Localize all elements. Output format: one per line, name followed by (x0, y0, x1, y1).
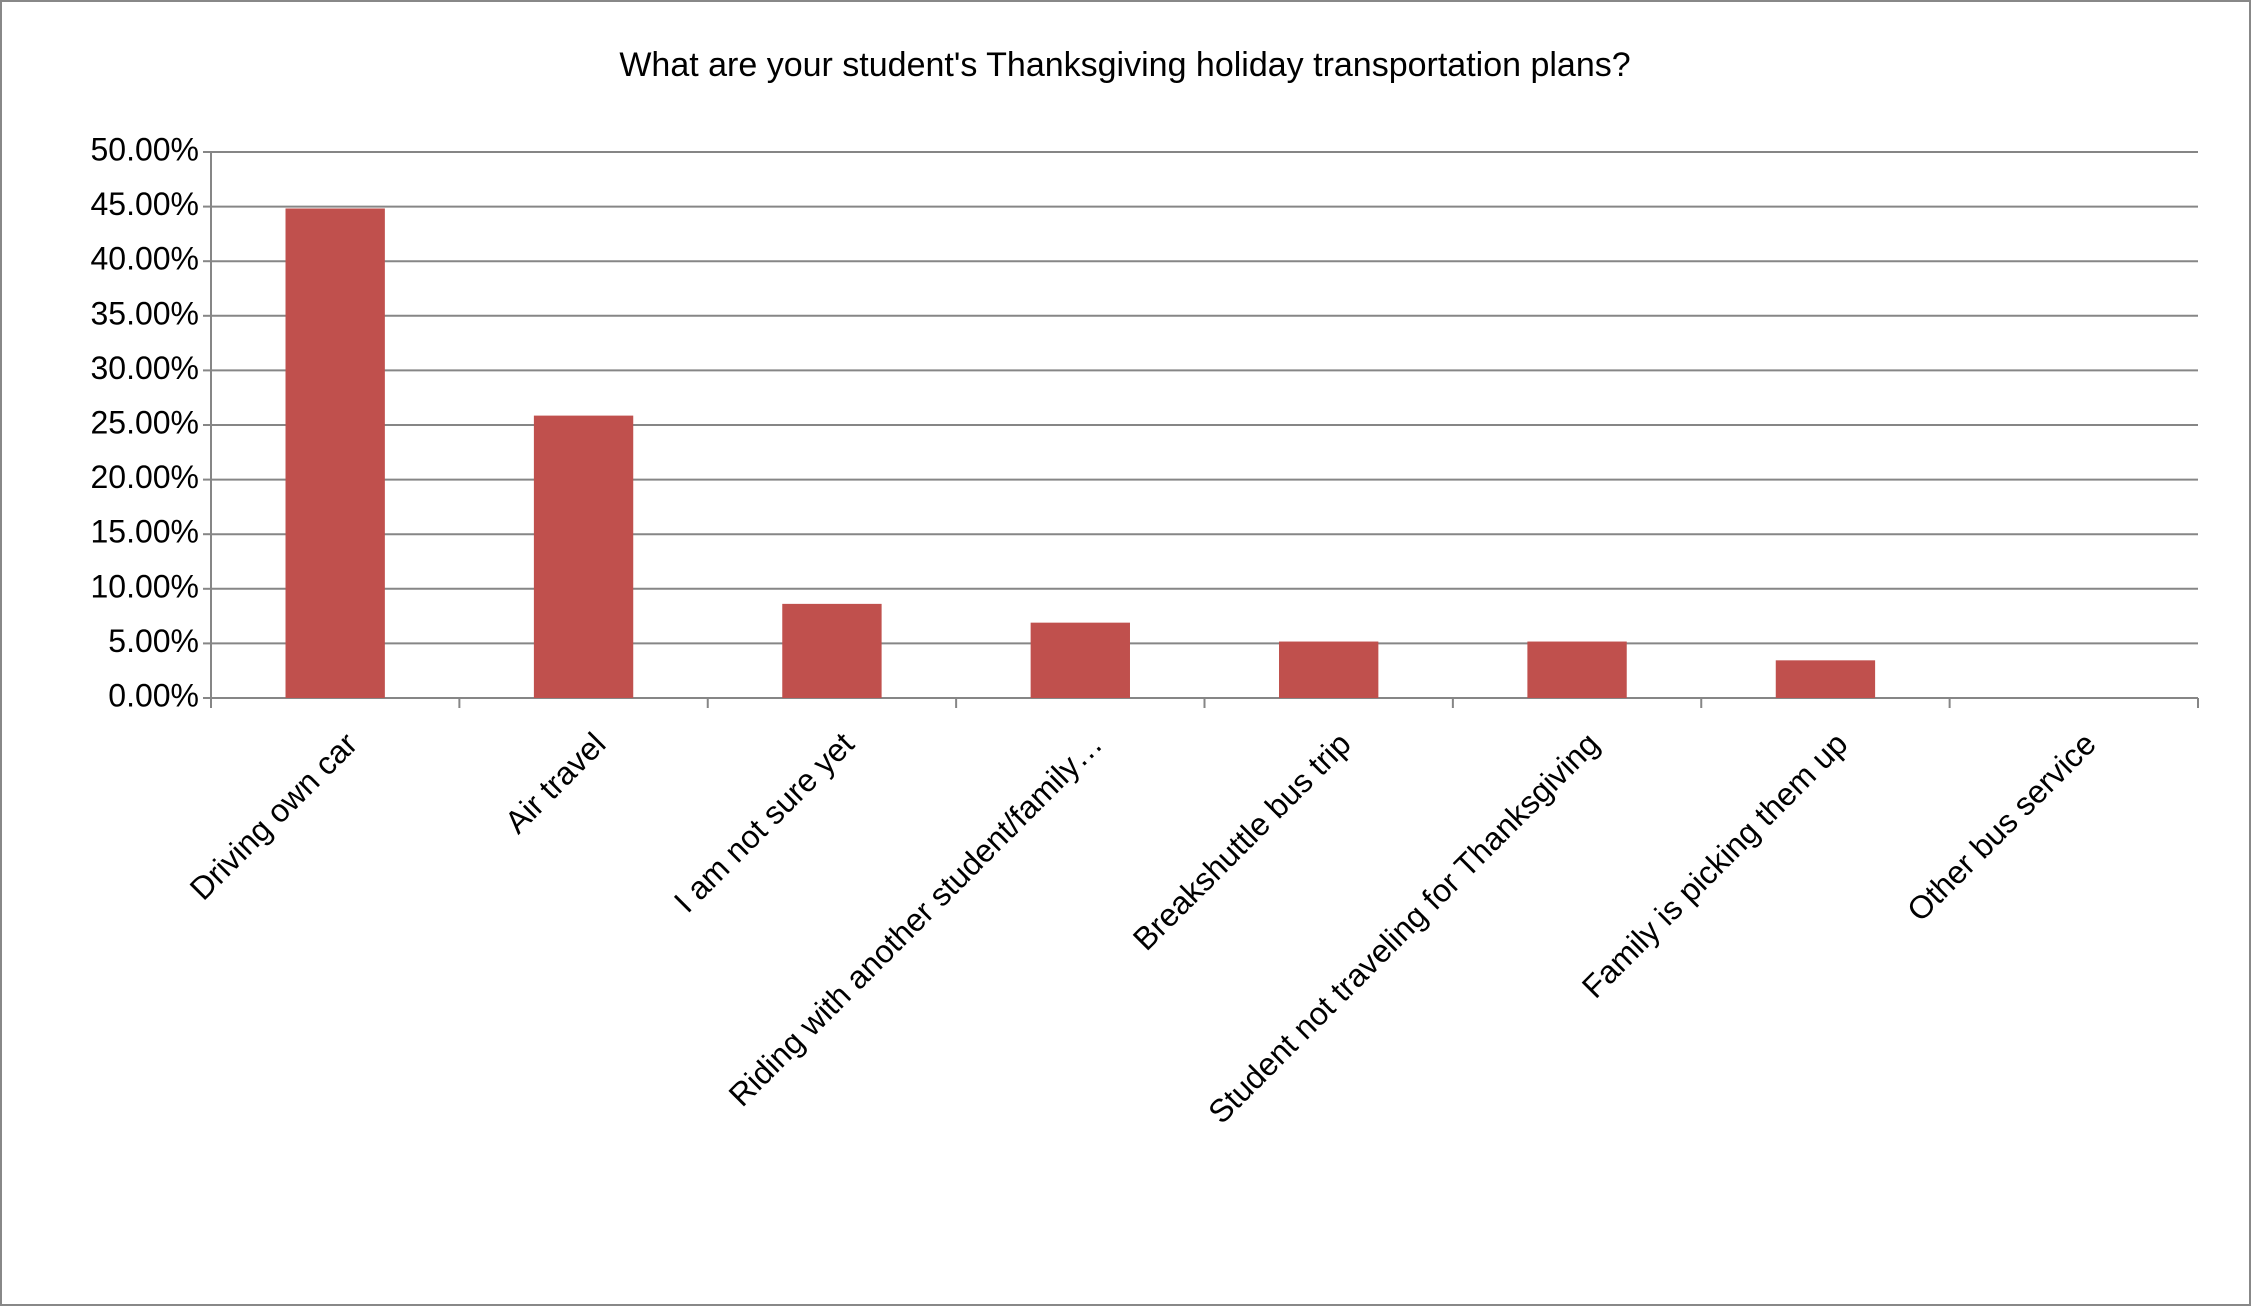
bar (1279, 641, 1379, 698)
bar (1527, 641, 1627, 698)
chart-title: What are your student's Thanksgiving hol… (619, 46, 1630, 84)
bar (1775, 660, 1876, 698)
bar (533, 415, 634, 698)
y-tick-label: 0.00% (108, 677, 199, 713)
y-tick-label: 20.00% (90, 459, 199, 495)
y-tick-label: 40.00% (90, 241, 199, 277)
y-tick-label: 15.00% (90, 514, 199, 550)
bar (285, 208, 385, 698)
y-tick-label: 35.00% (90, 295, 199, 331)
y-tick-label: 45.00% (90, 186, 199, 222)
y-tick-label: 5.00% (108, 623, 199, 659)
bar (782, 603, 882, 698)
y-tick-label: 30.00% (90, 350, 199, 386)
y-tick-label: 50.00% (90, 131, 199, 167)
y-tick-label: 25.00% (90, 404, 199, 440)
bar (1030, 622, 1130, 698)
y-tick-label: 10.00% (90, 568, 199, 604)
